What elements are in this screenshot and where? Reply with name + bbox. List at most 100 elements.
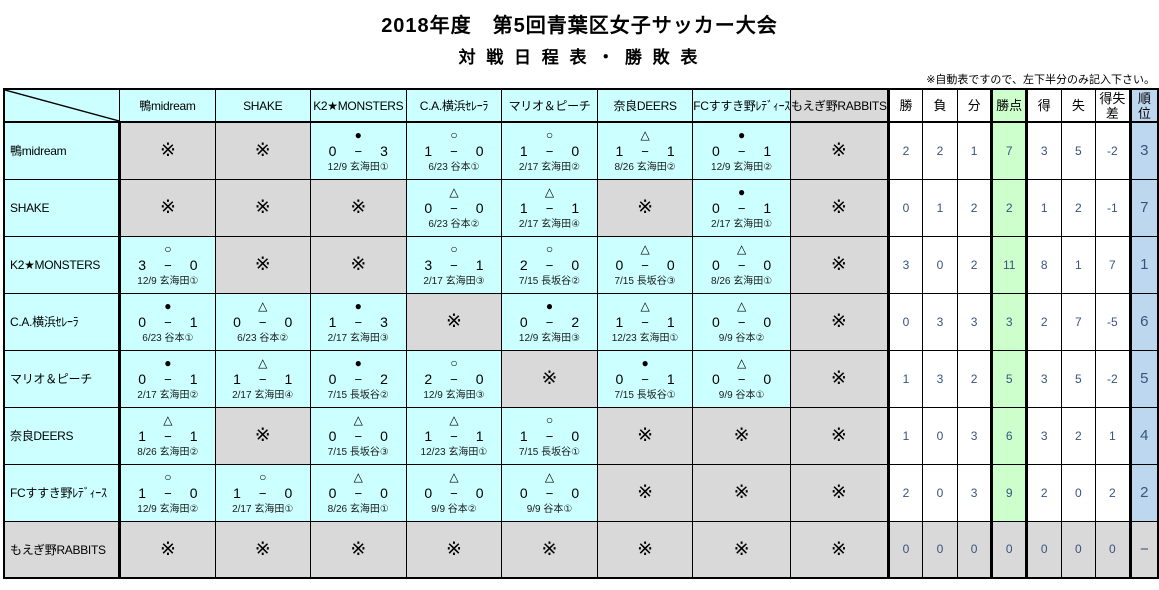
match-score: 2 − 0 — [407, 370, 500, 388]
score-dash: − — [737, 143, 746, 159]
score-dash: − — [450, 485, 458, 501]
stat-cell: 2 — [1024, 463, 1062, 522]
result-mark: △ — [544, 469, 555, 484]
away-score: 0 — [284, 484, 293, 501]
result-mark: △ — [737, 241, 747, 256]
match-date-venue: 6/23 谷本② — [237, 332, 289, 344]
team-row-7: もえぎ野RABBITS ※ ※ ※ ※ ※ ※ ※ ※ 0 0 0 0 0 0 0− — [3, 520, 1159, 579]
match-score: 1 − 0 — [503, 143, 597, 160]
stat-cell: 3 — [990, 292, 1027, 351]
away-score: 1 — [189, 370, 198, 387]
match-score: 0 − 3 — [311, 142, 405, 160]
match-score: 1 − 0 — [503, 427, 597, 445]
match-cell: ○ 2 − 0 12/9 玄海田③ — [405, 349, 503, 408]
match-cell: △ 0 − 0 8/26 玄海田① — [309, 463, 407, 522]
match-date-venue: 2/17 玄海田① — [711, 218, 773, 230]
score-dash: − — [641, 314, 649, 330]
away-score: 0 — [380, 427, 388, 444]
stat-cell: -2 — [1095, 121, 1131, 180]
match-cell: ※ — [214, 406, 311, 465]
result-mark: ○ — [545, 241, 554, 256]
score-dash: − — [641, 371, 649, 387]
match-cell: ● 0 − 1 2/17 玄海田① — [692, 178, 791, 237]
stat-cell: 3 — [1128, 121, 1159, 180]
not-played-mark: ※ — [830, 538, 847, 560]
match-score: 0 − 1 — [121, 314, 214, 331]
team-row-0: 鴨midream ※ ※ ● 0 − 3 12/9 玄海田① ○ 1 − 0 6/23 谷本① ○ 1 − 0 2… — [3, 121, 1159, 180]
match-cell: ● 0 − 2 7/15 長坂谷② — [309, 349, 407, 408]
stat-cell: 0 — [922, 235, 958, 294]
match-cell: ※ — [405, 520, 503, 579]
home-score: 1 — [233, 370, 241, 387]
stat-cell: 0 — [1060, 463, 1097, 522]
stat-cell: 2 — [886, 121, 924, 180]
stat-cell: 8 — [1024, 235, 1062, 294]
home-score: 1 — [519, 427, 528, 444]
score-dash: − — [545, 143, 554, 159]
match-date-venue: 12/9 玄海田① — [137, 275, 199, 287]
match-cell: ● 0 − 2 12/9 玄海田③ — [501, 292, 598, 351]
home-score: 0 — [138, 370, 147, 387]
home-score: 3 — [138, 256, 147, 273]
result-mark: △ — [449, 412, 459, 427]
result-mark: △ — [449, 469, 459, 484]
result-mark: △ — [640, 241, 650, 256]
match-cell: ※ — [309, 520, 407, 579]
stat-cell: 2 — [956, 235, 993, 294]
away-score: 1 — [763, 199, 772, 216]
stat-cell: 6 — [1128, 292, 1159, 351]
score-dash: − — [737, 257, 746, 273]
home-score: 1 — [519, 199, 528, 216]
not-played-mark: ※ — [254, 140, 271, 162]
team-row-3: C.A.横浜ｾﾚｰﾗ ● 0 − 1 6/23 谷本① △ 0 − 0 6/23 谷本② ● 1 − 3 2/… — [3, 292, 1159, 351]
match-cell: △ 0 − 0 9/9 谷本② — [405, 463, 503, 522]
score-dash: − — [450, 371, 458, 387]
match-date-venue: 2/17 玄海田② — [137, 389, 199, 401]
match-score: 2 − 0 — [503, 257, 597, 274]
match-cell: ○ 1 − 0 2/17 玄海田① — [214, 463, 311, 522]
score-dash: − — [164, 485, 172, 501]
score-dash: − — [545, 428, 554, 444]
match-date-venue: 7/15 長坂谷② — [518, 275, 581, 287]
match-cell: ※ — [596, 520, 694, 579]
match-cell: ※ — [214, 178, 311, 237]
home-score: 0 — [519, 313, 528, 330]
match-cell: ※ — [789, 178, 889, 237]
match-cell: △ 1 − 1 2/17 玄海田④ — [214, 349, 311, 408]
match-cell: △ 0 − 0 6/23 谷本② — [405, 178, 503, 237]
result-mark: △ — [353, 412, 363, 427]
result-mark: ● — [164, 298, 172, 313]
home-score: 0 — [424, 484, 433, 501]
result-mark: ● — [545, 298, 554, 313]
result-mark: ○ — [545, 127, 554, 142]
match-cell: ○ 1 − 0 2/17 玄海田② — [501, 121, 598, 180]
match-cell: ● 0 − 1 6/23 谷本① — [119, 292, 216, 351]
match-score: 0 − 2 — [311, 371, 405, 388]
match-date-venue: 2/17 玄海田③ — [327, 332, 389, 344]
team-row-6: FCすすき野ﾚﾃﾞｨｰｽ ○ 1−0 12/9 玄海田② ○ 1−0 2/17 玄海田① △ 0… — [3, 463, 1159, 522]
stat-cell: 2 — [886, 463, 924, 522]
home-score: 1 — [424, 427, 433, 444]
match-score: 1 − 0 — [121, 485, 214, 502]
score-dash: − — [258, 314, 267, 330]
stat-cell: 3 — [922, 349, 958, 408]
match-date-venue: 2/17 玄海田③ — [423, 275, 485, 287]
not-played-mark: ※ — [350, 254, 367, 275]
not-played-mark: ※ — [830, 482, 847, 503]
stat-cell: 2 — [1060, 406, 1097, 465]
stat-cell: 7 — [1060, 292, 1097, 351]
column-header-stat-2: 分 — [956, 88, 993, 123]
away-score: 1 — [666, 370, 675, 387]
score-dash: − — [450, 257, 458, 273]
not-played-mark: ※ — [830, 425, 847, 446]
home-score: 2 — [424, 370, 433, 387]
match-date-venue: 9/9 谷本① — [718, 389, 765, 401]
column-header-team-5: 奈良DEERS — [596, 88, 694, 123]
column-header-team-4: マリオ＆ピーチ — [501, 88, 598, 123]
away-score: 2 — [571, 313, 580, 330]
match-cell: ● 0 − 1 2/17 玄海田② — [119, 349, 216, 408]
home-score: 0 — [328, 142, 337, 159]
matrix-header-row: 鴨midream SHAKE K2★MONSTERS C.A.横浜ｾﾚｰﾗ マリオ＆ピー… — [3, 88, 1159, 123]
row-header-team: K2★MONSTERS — [3, 235, 122, 294]
match-cell: △ 0 − 0 9/9 谷本① — [692, 349, 791, 408]
